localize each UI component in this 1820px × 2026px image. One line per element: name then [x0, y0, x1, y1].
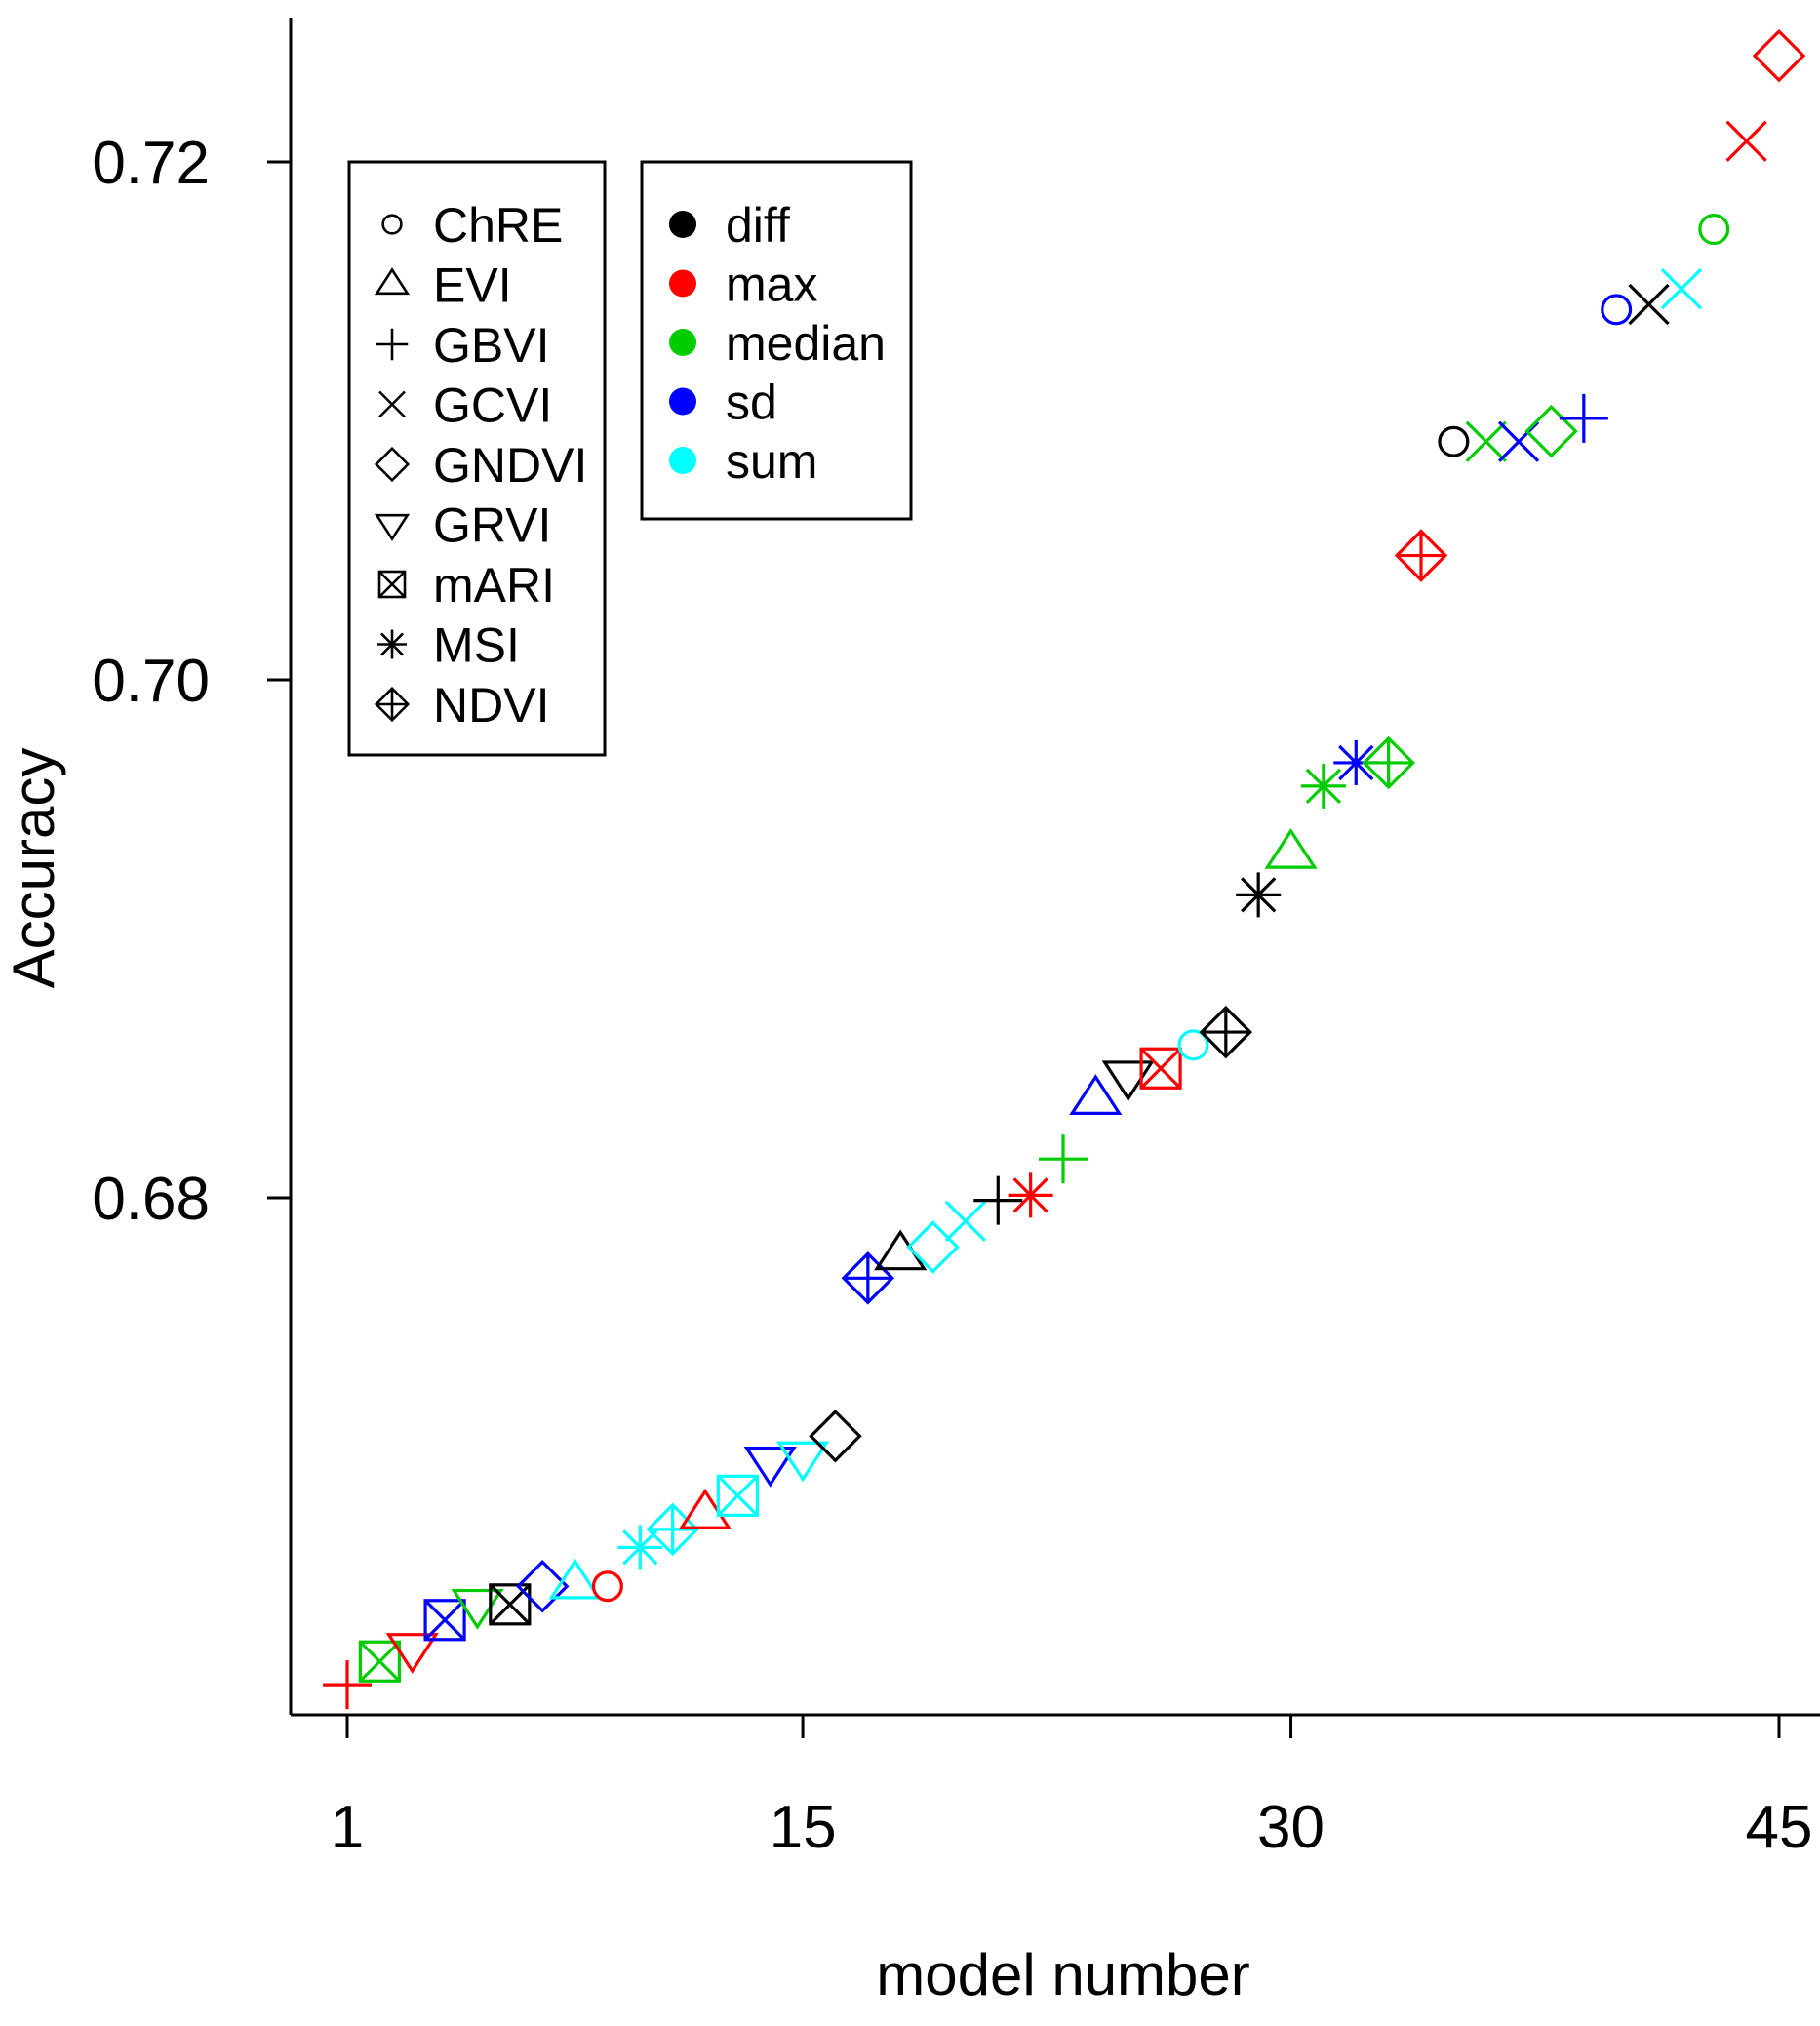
x-tick-label: 45: [1746, 1794, 1813, 1861]
y-tick-label: 0.70: [92, 648, 210, 715]
legend-label-gbvi: GBVI: [433, 318, 549, 373]
data-point-chre-sd: [1601, 294, 1633, 326]
data-point-gndvi-diff: [809, 1409, 862, 1463]
legend-label-ndvi: NDVI: [433, 678, 549, 733]
data-point-gndvi-sd: [515, 1559, 570, 1613]
y-tick-label: 0.72: [92, 130, 210, 197]
legend-label-gndvi: GNDVI: [433, 438, 587, 493]
data-point-ndvi-sd: [841, 1251, 895, 1305]
legend-swatch-max: [669, 269, 696, 298]
data-point-gndvi-median: [1524, 404, 1578, 458]
data-point-grvi-sd: [743, 1446, 797, 1488]
data-point-ndvi-diff: [1199, 1005, 1253, 1059]
data-point-ndvi-sum: [646, 1502, 699, 1557]
data-point-gbvi-median: [1039, 1134, 1088, 1184]
legend-label-sum: sum: [726, 434, 817, 489]
legend-label-max: max: [726, 258, 817, 312]
data-point-mari-sum: [716, 1474, 759, 1517]
data-point-grvi-diff: [1101, 1060, 1155, 1102]
data-point-msi-median: [1300, 763, 1346, 809]
data-point-mari-max: [1139, 1047, 1182, 1090]
x-tick-label: 1: [331, 1794, 364, 1861]
data-point-msi-sum: [617, 1525, 663, 1570]
data-point-chre-sum: [1177, 1029, 1209, 1061]
data-point-grvi-sum: [775, 1441, 830, 1483]
legend-label-evi: EVI: [433, 258, 512, 313]
data-point-gcvi-sum: [944, 1200, 987, 1243]
data-point-chre-median: [1698, 214, 1730, 246]
data-point-gcvi-median: [1465, 420, 1507, 462]
legend-label-grvi: GRVI: [433, 498, 551, 553]
legend-swatch-sd: [669, 387, 696, 416]
legend-symbol-grvi: [374, 513, 411, 541]
legend-label-median: median: [726, 316, 886, 371]
legend-label-mari: mARI: [433, 558, 555, 613]
y-tick-label: 0.68: [92, 1166, 210, 1233]
legend-symbol-gcvi: [378, 390, 406, 418]
y-axis-title: Accuracy: [1, 748, 66, 989]
legend-swatch-median: [669, 329, 696, 356]
legend-label-chre: ChRE: [433, 198, 563, 253]
x-tick-label: 30: [1257, 1794, 1325, 1861]
data-point-msi-max: [1008, 1172, 1053, 1218]
data-point-evi-median: [1264, 827, 1318, 869]
x-tick-label: 15: [770, 1794, 837, 1861]
legend-symbol-evi: [374, 267, 411, 296]
data-point-chre-diff: [1438, 425, 1470, 457]
data-point-gbvi-max: [323, 1660, 372, 1710]
data-point-gcvi-max: [1725, 120, 1767, 162]
data-point-ndvi-max: [1394, 529, 1448, 582]
data-point-msi-diff: [1236, 872, 1282, 918]
legend-label-msi: MSI: [433, 618, 520, 673]
data-points: [323, 28, 1806, 1710]
data-point-mari-sd: [423, 1599, 466, 1642]
axes: 0.68 0.70 0.72 1 15 30 45: [92, 18, 1820, 1861]
legend-symbol-gndvi: [374, 446, 411, 483]
data-point-grvi-max: [385, 1633, 439, 1674]
legend-symbol-ndvi: [374, 686, 411, 723]
x-axis-title: model number: [876, 1942, 1250, 2007]
data-point-gbvi-diff: [973, 1175, 1023, 1225]
data-point-evi-sum: [548, 1558, 602, 1600]
data-point-gcvi-diff: [1628, 283, 1670, 326]
data-point-ndvi-median: [1362, 735, 1415, 790]
data-point-chre-max: [591, 1570, 623, 1603]
legend-swatch-sum: [669, 447, 696, 474]
legend-label-sd: sd: [726, 376, 777, 430]
legend-symbol-mari: [377, 570, 407, 599]
legend-symbol-chre: [381, 214, 403, 235]
data-point-mari-median: [358, 1640, 401, 1683]
legend-symbol-gbvi: [376, 328, 409, 361]
data-point-gbvi-sd: [1559, 393, 1608, 443]
data-point-gndvi-max: [1752, 28, 1806, 83]
legend-symbol-msi: [377, 629, 407, 659]
legend-label-gcvi: GCVI: [433, 378, 552, 433]
data-point-evi-sd: [1069, 1074, 1123, 1115]
legend-swatch-diff: [669, 211, 696, 238]
data-point-gcvi-sum: [1660, 267, 1703, 310]
data-point-gndvi-sum: [906, 1220, 960, 1274]
legend-label-diff: diff: [726, 198, 790, 253]
